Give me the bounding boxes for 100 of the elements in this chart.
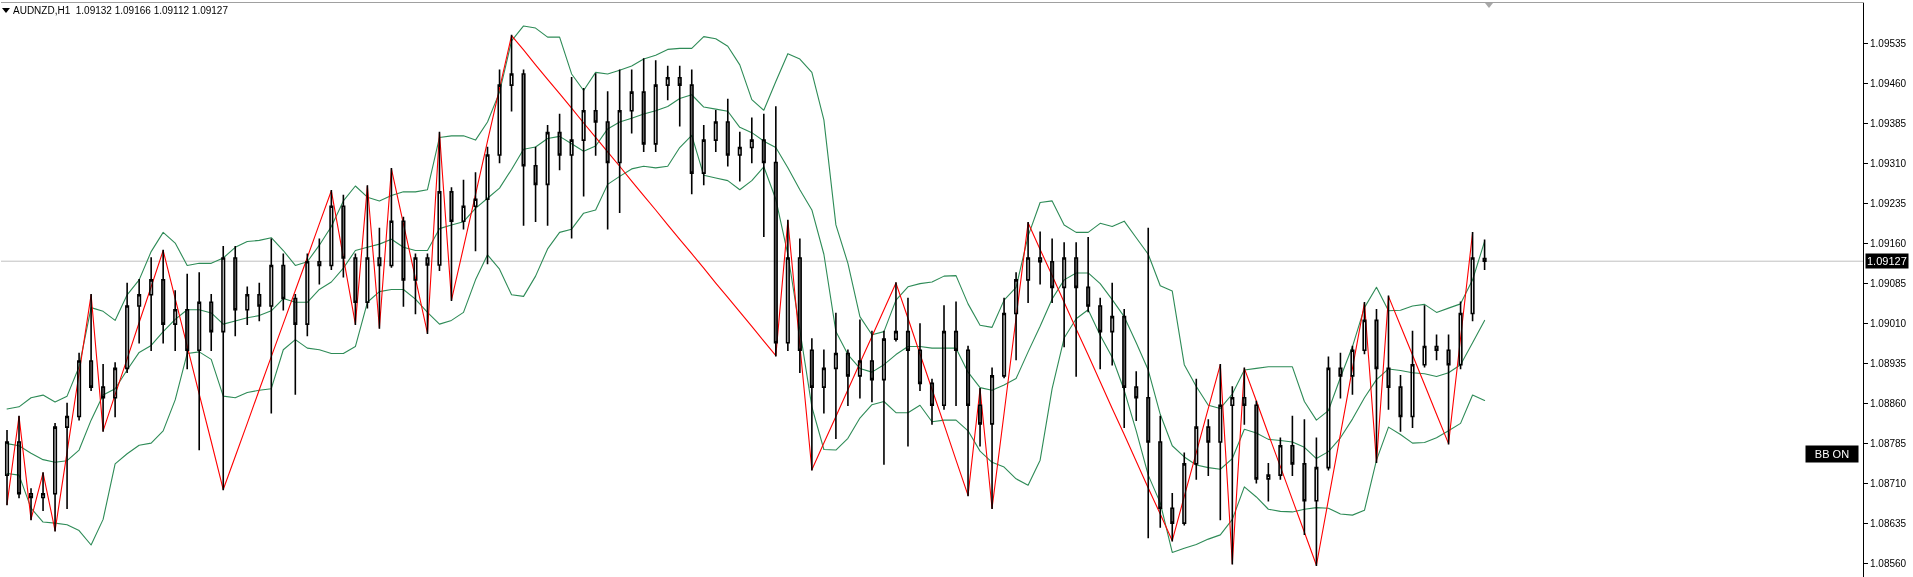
candlestick: [185, 273, 190, 370]
y-tick-label: 1.09010: [1870, 318, 1907, 330]
candlestick: [1266, 463, 1271, 502]
annotation: BB ON: [1814, 448, 1850, 460]
candlestick: [1038, 231, 1043, 285]
candlestick: [977, 387, 983, 447]
candlestick: [797, 238, 802, 373]
ref-line-label: 1.09127: [1867, 255, 1907, 267]
candlestick: [77, 352, 82, 421]
candlestick: [941, 305, 947, 410]
y-tick-label: 1.09235: [1870, 198, 1907, 210]
candlestick: [1086, 236, 1091, 313]
chart-title: AUDNZD,H1 1.09132 1.09166 1.09112 1.09127: [13, 4, 229, 16]
line-series: [6, 25, 1486, 421]
candlestick: [701, 124, 706, 186]
candlestick: [305, 253, 310, 337]
candlestick: [269, 238, 274, 414]
candlestick: [149, 257, 154, 352]
candlestick: [509, 34, 514, 112]
candlestick: [353, 253, 358, 325]
candlestick: [545, 124, 550, 226]
candlestick: [1374, 308, 1379, 464]
candlestick: [461, 179, 466, 230]
candlestick: [1362, 302, 1367, 355]
candlestick: [1350, 345, 1355, 395]
candlestick: [737, 131, 742, 182]
candlestick: [1326, 356, 1331, 471]
candlestick: [389, 168, 394, 268]
candlestick: [761, 113, 766, 237]
candlestick: [1218, 363, 1223, 521]
candlestick: [449, 187, 454, 301]
candlestick: [1434, 334, 1439, 361]
candlestick: [725, 98, 730, 167]
candlestick: [1482, 239, 1487, 270]
candlestick: [4, 430, 10, 506]
candlestick: [749, 117, 754, 164]
candlestick: [1146, 227, 1151, 539]
y-tick-label: 1.09535: [1870, 38, 1907, 50]
candlestick: [1278, 437, 1283, 480]
candlestick: [1302, 419, 1307, 536]
candlestick: [1026, 221, 1031, 304]
y-tick-label: 1.08860: [1870, 398, 1907, 410]
candlestick: [245, 286, 250, 325]
candlestick: [1098, 297, 1103, 370]
candlestick: [1230, 386, 1235, 565]
candlestick: [1014, 272, 1019, 361]
candlestick: [881, 330, 887, 465]
candlestick: [713, 109, 718, 153]
candlestick: [1050, 238, 1055, 304]
candlestick: [905, 297, 911, 447]
candlestick: [1242, 367, 1247, 425]
candlestick: [161, 249, 166, 344]
candlestick: [1290, 415, 1295, 476]
candlestick: [1446, 334, 1451, 445]
candlestick: [137, 279, 142, 344]
line-series: [6, 34, 1474, 566]
candlestick: [437, 131, 442, 272]
candlestick: [209, 294, 214, 352]
candlestick: [281, 253, 286, 311]
candlestick: [965, 345, 971, 497]
y-tick-label: 1.08785: [1870, 438, 1907, 450]
candlestick: [1002, 297, 1007, 379]
candlestick: [1386, 295, 1391, 410]
candlestick: [569, 76, 574, 239]
candlestick: [593, 73, 598, 156]
candlestick: [101, 363, 106, 432]
candlestick: [317, 238, 322, 285]
candlestick: [785, 219, 790, 352]
candlestick: [773, 106, 778, 357]
candlestick: [1182, 452, 1187, 526]
candlestick: [677, 65, 682, 127]
candlestick: [1470, 232, 1475, 322]
candlestick: [497, 69, 502, 164]
candlestick: [1458, 301, 1463, 370]
candlestick: [53, 423, 58, 532]
candlestick: [1314, 437, 1319, 567]
candlestick: [377, 227, 382, 329]
candlestick: [557, 113, 562, 171]
candlestick: [1422, 305, 1427, 368]
candlestick: [605, 91, 610, 230]
candlestick: [113, 362, 118, 418]
candlestick: [917, 323, 923, 392]
candlestick: [833, 312, 838, 440]
candlestick: [221, 245, 226, 491]
candlestick: [1206, 419, 1211, 476]
candlestick: [1074, 242, 1079, 377]
candlestick: [425, 253, 430, 335]
y-tick-label: 1.09385: [1870, 118, 1907, 130]
candlestick: [845, 349, 850, 407]
candlestick: [197, 272, 202, 451]
candlestick: [65, 402, 70, 509]
y-tick-label: 1.08635: [1870, 518, 1907, 530]
candlestick: [365, 185, 370, 309]
candlestick: [1134, 371, 1139, 421]
candlestick: [1338, 352, 1343, 399]
candlestick: [521, 69, 526, 226]
candlestick: [473, 172, 478, 252]
candlestick: [89, 294, 94, 392]
line-series: [6, 134, 1486, 554]
candlestick: [233, 245, 238, 337]
